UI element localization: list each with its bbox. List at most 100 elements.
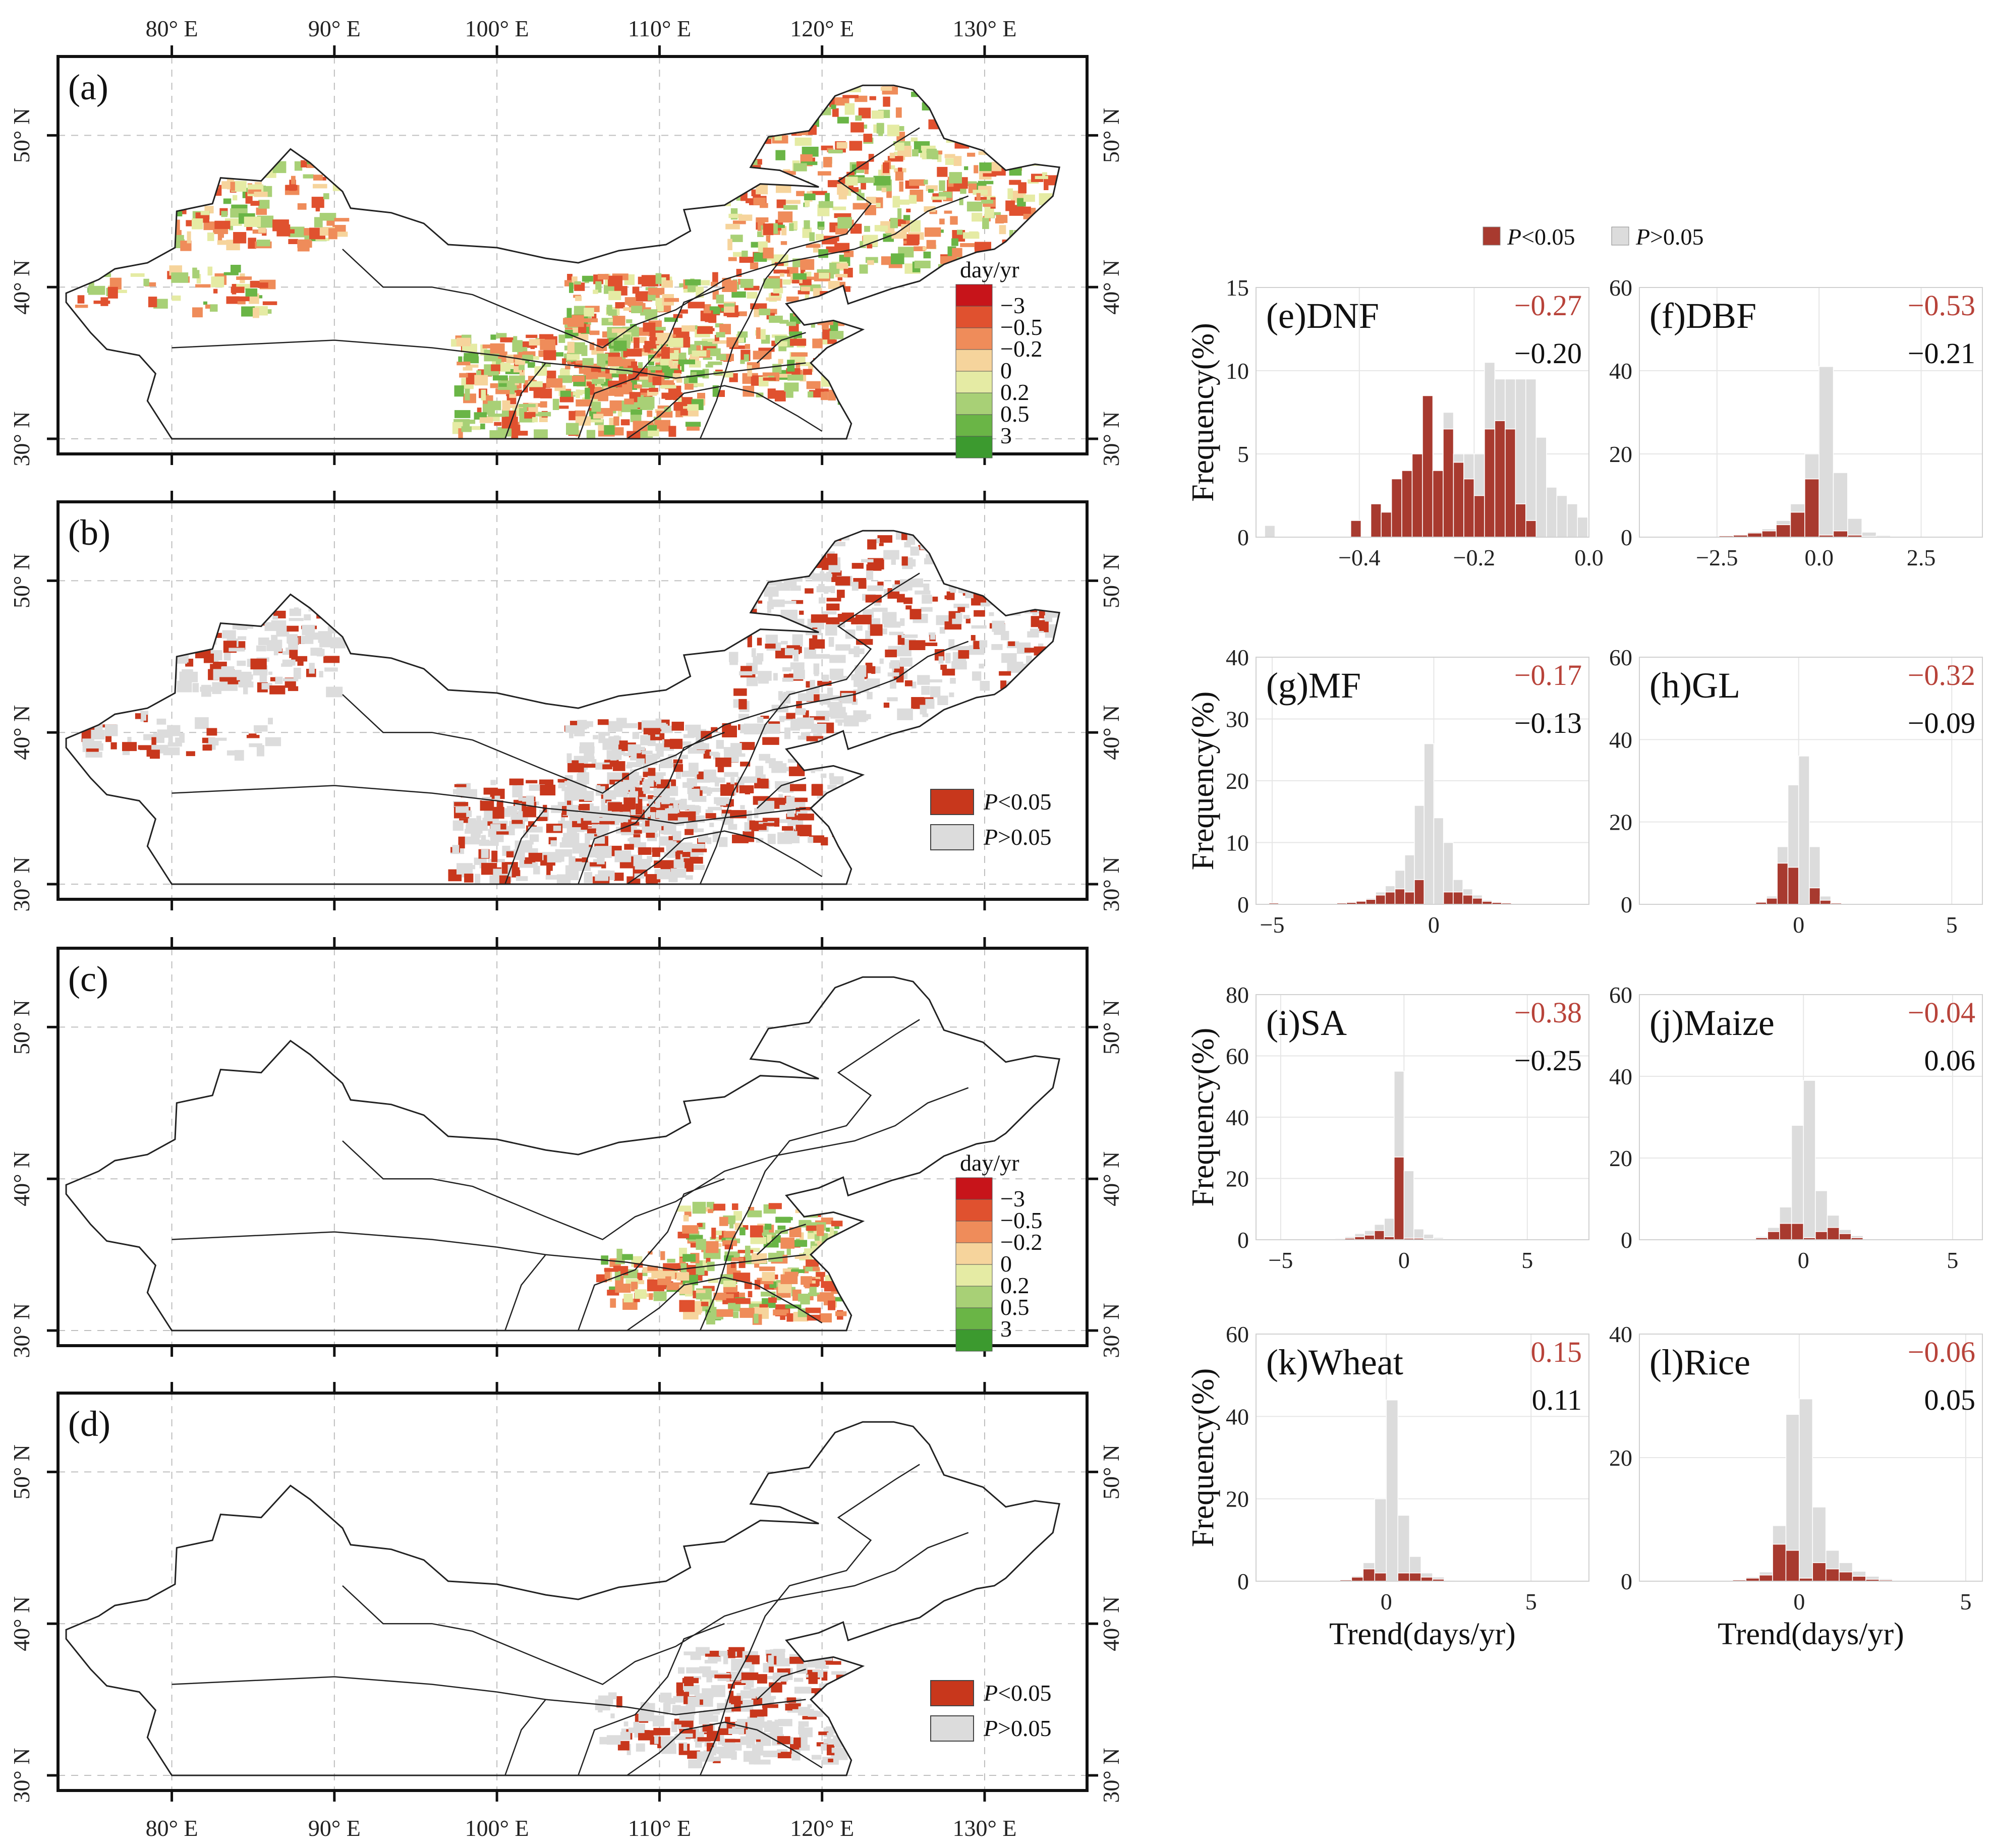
map-significance-pixel	[897, 708, 913, 720]
map-significance-pixel	[722, 725, 737, 737]
map-trend-pixel	[648, 293, 656, 301]
map-significance-pixel	[747, 564, 764, 572]
map-trend-pixel	[834, 213, 851, 218]
map-trend-pixel	[1016, 106, 1022, 113]
map-significance-pixel	[1029, 679, 1045, 688]
map-trend-pixel	[892, 196, 900, 208]
hist-ytick-label: 0	[1621, 1569, 1632, 1594]
map-trend-pixel	[685, 279, 701, 285]
map-trend-pixel	[768, 1203, 782, 1209]
map-trend-pixel	[781, 226, 787, 236]
map-trend-pixel	[810, 191, 827, 195]
map-province-border	[578, 1623, 725, 1776]
hist-bar-significant	[1401, 470, 1413, 538]
map-significance-pixel	[745, 1655, 760, 1664]
map-province-border	[504, 807, 546, 885]
map-trend-pixel	[454, 385, 464, 397]
map-trend-pixel	[319, 177, 326, 181]
map-trend-pixel	[77, 295, 85, 304]
map-trend-pixel	[528, 362, 535, 368]
map-trend-pixel	[231, 286, 245, 293]
hist-bar-nonsignificant	[1535, 437, 1547, 538]
hist-bar-nonsignificant	[1351, 1575, 1364, 1578]
map-legend-label: 3	[1000, 423, 1012, 448]
map-significance-pixel	[889, 662, 900, 669]
map-significance-pixel	[258, 638, 269, 646]
map-trend-pixel	[763, 247, 774, 259]
map-significance-pixel	[286, 647, 292, 653]
map-trend-pixel	[706, 1312, 715, 1324]
map-significance-pixel	[103, 711, 113, 716]
map-trend-pixel	[622, 1254, 633, 1260]
map-trend-pixel	[648, 287, 665, 295]
map-trend-pixel	[758, 348, 775, 352]
map-significance-pixel	[696, 743, 709, 749]
map-trend-pixel	[792, 279, 800, 283]
map-significance-pixel	[835, 719, 848, 723]
map-trend-pixel	[737, 149, 742, 157]
map-significance-pixel	[729, 1696, 741, 1703]
map-trend-pixel	[526, 334, 538, 338]
map-trend-pixel	[608, 291, 621, 301]
map-trend-pixel	[1029, 151, 1037, 158]
map-significance-pixel	[827, 687, 833, 699]
map-significance-pixel	[733, 544, 751, 555]
map-panel-b: 30° N 30° N40° N 40° N50° N 50° N(b)P<0.05P…	[9, 491, 1124, 912]
map-significance-pixel	[1017, 694, 1034, 702]
map-significance-pixel	[281, 663, 293, 667]
map-trend-pixel	[726, 337, 738, 348]
hist-bar-nonsignificant	[1362, 1562, 1376, 1570]
map-trend-pixel	[864, 225, 870, 232]
map-significance-pixel	[999, 671, 1011, 676]
map-significance-pixel	[160, 614, 164, 619]
hist-ytick-label: 40	[1609, 1321, 1632, 1347]
map-significance-pixel	[796, 540, 801, 545]
map-significance-pixel	[765, 1650, 773, 1656]
map-province-border	[699, 1464, 920, 1776]
map-trend-pixel	[1016, 89, 1021, 102]
map-significance-pixel	[984, 585, 992, 596]
map-significance-pixel	[911, 681, 917, 688]
map-significance-pixel	[867, 691, 873, 700]
hist-bar-nonsignificant	[1790, 503, 1805, 513]
map-significance-pixel	[1009, 701, 1017, 705]
map-significance-pixel	[655, 797, 660, 807]
map-significance-pixel	[624, 844, 634, 850]
map-significance-pixel	[699, 1713, 710, 1725]
map-trend-pixel	[188, 158, 203, 165]
map-trend-pixel	[826, 1260, 842, 1266]
hist-bar-significant	[1777, 862, 1789, 905]
map-trend-pixel	[775, 1217, 791, 1223]
map-significance-pixel	[729, 662, 738, 665]
hist-xtick-label: 5	[1947, 1247, 1958, 1273]
map-significance-pixel	[196, 614, 210, 622]
map-significance-pixel	[610, 1713, 615, 1718]
map-significance-pixel	[173, 645, 183, 657]
map-significance-pixel	[804, 537, 810, 543]
map-significance-pixel	[626, 762, 642, 768]
map-significance-pixel	[826, 1661, 841, 1665]
map-trend-pixel	[763, 278, 780, 288]
map-trend-pixel	[582, 275, 593, 282]
map-significance-pixel	[732, 834, 749, 843]
hist-xtick-label: 0	[1381, 1589, 1392, 1614]
map-trend-pixel	[748, 143, 753, 150]
map-trend-pixel	[865, 257, 878, 263]
map-significance-pixel	[883, 703, 890, 708]
map-significance-pixel	[564, 792, 579, 801]
map-significance-pixel	[769, 562, 778, 568]
map-trend-pixel	[1018, 151, 1035, 159]
map-significance-pixel	[466, 825, 483, 834]
map-significance-pixel	[819, 597, 826, 604]
map-trend-pixel	[190, 188, 201, 199]
map-trend-pixel	[303, 174, 314, 179]
map-trend-pixel	[818, 171, 831, 176]
map-trend-pixel	[850, 122, 864, 133]
map-trend-pixel	[211, 276, 224, 287]
hist-frame	[1639, 657, 1983, 905]
map-trend-pixel	[248, 238, 256, 249]
map-province-border	[699, 1019, 920, 1331]
map-trend-pixel	[745, 98, 758, 106]
map-trend-pixel	[953, 156, 962, 166]
map-significance-pixel	[150, 749, 160, 759]
